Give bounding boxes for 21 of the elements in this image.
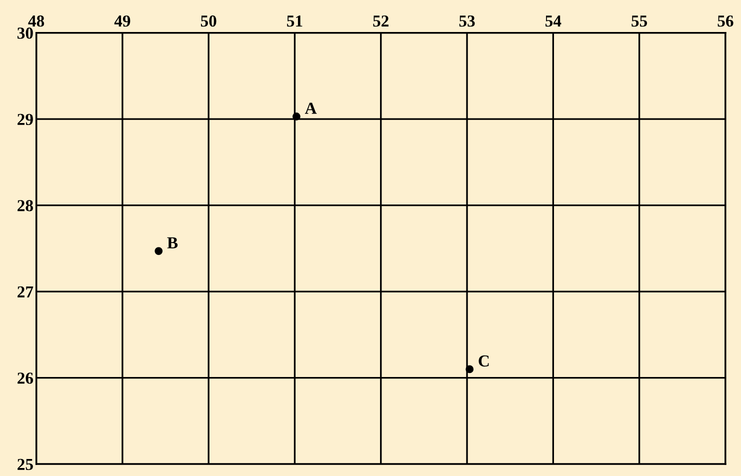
x-tick-label: 54 xyxy=(545,16,562,27)
y-tick-label: 28 xyxy=(18,200,33,212)
annotation: B xyxy=(167,237,178,248)
x-tick-label: 52 xyxy=(373,15,388,27)
y-tick-label: 30 xyxy=(17,28,33,39)
annotation: A xyxy=(304,102,317,114)
x-tick-label: 51 xyxy=(287,16,302,27)
point xyxy=(292,112,300,120)
x-tick-label: 50 xyxy=(200,15,216,27)
point xyxy=(154,247,163,256)
x-tick-label: 56 xyxy=(718,15,734,27)
y-tick-label: 26 xyxy=(18,372,34,384)
x-tick-label: 48 xyxy=(28,15,44,27)
x-tick-label: 55 xyxy=(632,16,648,27)
y-tick-label: 27 xyxy=(18,286,34,298)
annotation: C xyxy=(478,355,489,367)
y-tick-label: 25 xyxy=(18,458,33,470)
point xyxy=(466,365,474,374)
y-tick-label: 29 xyxy=(18,114,33,126)
x-tick-label: 49 xyxy=(114,15,130,27)
x-tick-label: 53 xyxy=(459,15,475,27)
